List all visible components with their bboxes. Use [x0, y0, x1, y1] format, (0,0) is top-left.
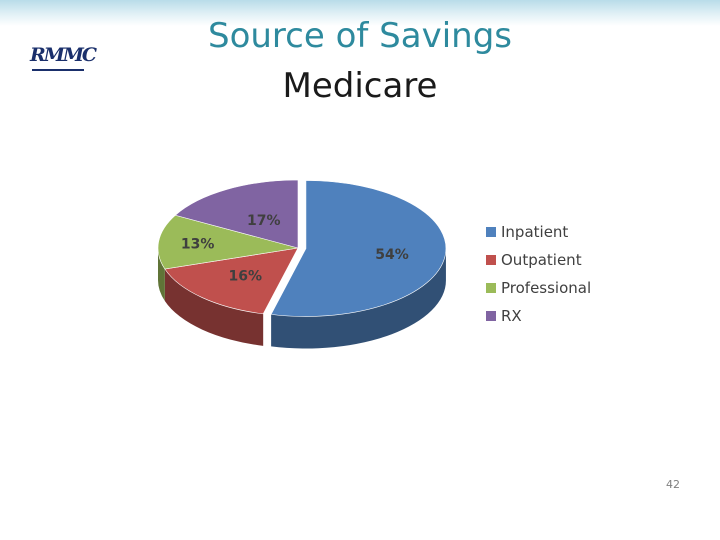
legend-label: Inpatient [501, 223, 569, 241]
legend-swatch [486, 283, 496, 293]
legend-item-inpatient: Inpatient [486, 218, 591, 246]
legend-label: RX [501, 307, 522, 325]
logo-wordmark: RMMC [30, 44, 97, 66]
page-number: 42 [666, 478, 680, 491]
top-decorative-band [0, 0, 720, 26]
data-label-outpatient: 16% [229, 268, 263, 284]
data-label-professional: 13% [181, 236, 215, 252]
legend-label: Outpatient [501, 251, 582, 269]
legend-swatch [486, 227, 496, 237]
legend-item-rx: RX [486, 302, 591, 330]
data-label-rx: 17% [247, 213, 281, 229]
pie-slice-professional [157, 214, 299, 270]
pie-side-outpatient [164, 269, 264, 346]
pie-side-inpatient [271, 248, 446, 349]
slide-title: Source of Savings [208, 16, 512, 56]
legend-swatch [486, 255, 496, 265]
pie-side-professional [158, 248, 165, 302]
pie-slice-inpatient [270, 180, 447, 317]
slide-subtitle: Medicare [282, 66, 438, 106]
legend-swatch [486, 311, 496, 321]
rmmc-logo: RMMC [30, 40, 97, 72]
pie-slice-rx [174, 179, 299, 249]
legend-label: Professional [501, 279, 592, 297]
chart-legend: Inpatient Outpatient Professional RX [486, 218, 591, 330]
logo-underline [32, 69, 84, 71]
pie-slice-outpatient [164, 247, 299, 315]
data-label-inpatient: 54% [375, 247, 409, 263]
pie-chart: 54% 16% 13% 17% [157, 179, 447, 349]
legend-item-professional: Professional [486, 274, 591, 302]
legend-item-outpatient: Outpatient [486, 246, 591, 274]
